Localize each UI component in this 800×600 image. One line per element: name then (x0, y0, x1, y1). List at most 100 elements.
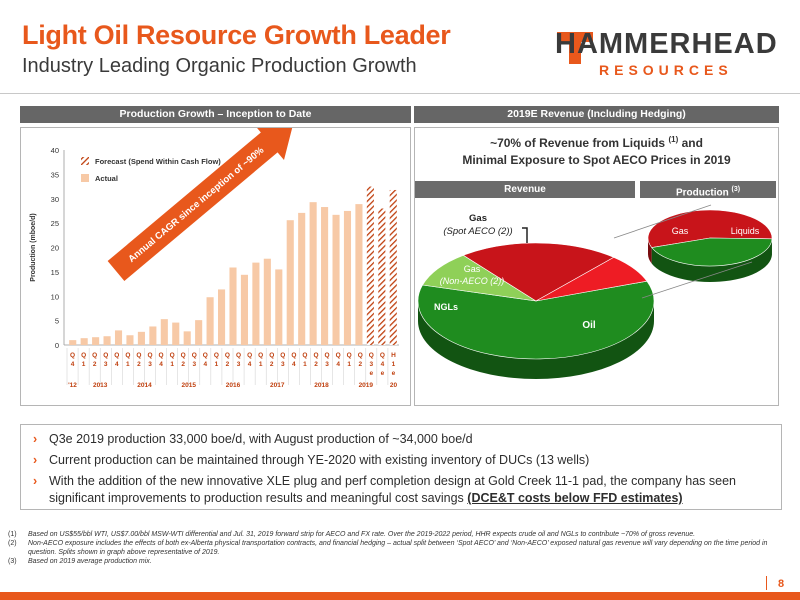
x-tick-label: Q (81, 352, 86, 359)
actual-bar (332, 214, 340, 345)
x-tick-label: 1 (126, 361, 130, 368)
y-tick-label: 40 (51, 146, 59, 155)
connector-line (641, 261, 753, 299)
x-tick-label: 4 (159, 361, 163, 368)
actual-bar (286, 220, 294, 345)
footnote: (1) Based on US$55/bbl WTI, US$7.00/bbl M… (8, 530, 773, 539)
year-label: 2017 (270, 382, 285, 389)
revenue-pie-charts: Oil NGLs Gas (Non-AECO (2)) Gas (Spot AECO (2… (417, 204, 773, 379)
hammer-icon (557, 32, 593, 64)
x-tick-label: e (370, 370, 374, 377)
actual-bar (80, 338, 88, 345)
x-tick-label: 2 (270, 361, 274, 368)
page-number-divider (766, 576, 767, 590)
year-label: 2016 (226, 382, 241, 389)
production-chart-box: 0 5 10 15 20 25 30 35 40 Production (mboe/d) Q 4 Q 1 Q… (20, 121, 411, 406)
actual-bar (126, 335, 134, 345)
x-tick-label: Q (136, 352, 141, 359)
x-tick-label: 2 (314, 361, 318, 368)
chevron-right-icon: › (33, 432, 38, 446)
actual-bar (321, 207, 329, 345)
x-tick-label: Q (214, 352, 219, 359)
x-tick-label: 3 (104, 361, 108, 368)
page-subtitle: Industry Leading Organic Production Grow… (22, 55, 417, 77)
x-tick-label: 1 (303, 361, 307, 368)
x-tick-label: Q (269, 352, 274, 359)
x-tick-label: Q (203, 352, 208, 359)
footnote-text: Based on US$55/bbl WTI, US$7.00/bbl MSW-… (28, 531, 696, 538)
x-tick-label: Q (192, 352, 197, 359)
x-tick-label: 2 (358, 361, 362, 368)
footnote-text: Based on 2019 average production mix. (28, 558, 152, 565)
cagr-arrow: Annual CAGR since inception of ~90% (107, 121, 294, 281)
x-tick-label: Q (380, 352, 385, 359)
left-panel-header: Production Growth – Inception to Date (20, 106, 411, 123)
bullet-text: Q3e 2019 production 33,000 boe/d, with A… (49, 432, 473, 446)
x-tick-label: 4 (292, 361, 296, 368)
footnote: (3) Based on 2019 average production mix. (8, 557, 773, 566)
x-tick-label: 2 (93, 361, 97, 368)
dcet-link[interactable]: (DCE&T costs below FFD estimates) (467, 491, 683, 505)
x-tick-label: Q (70, 352, 75, 359)
actual-bar (160, 319, 168, 345)
revenue-box-title: ~70% of Revenue from Liquids (1) and Min… (414, 131, 779, 169)
x-tick-label: 1 (347, 361, 351, 368)
actual-bar (69, 340, 77, 345)
x-tick-label: 3 (325, 361, 329, 368)
revenue-pie-slice (535, 257, 648, 302)
actual-bar (309, 202, 317, 345)
production-pie-side (651, 238, 772, 282)
x-tick-label: 1 (170, 361, 174, 368)
actual-bar (252, 262, 260, 345)
revenue-pie-slice (462, 242, 615, 302)
x-tick-label: 2 (226, 361, 230, 368)
production-gas-label: Gas (672, 226, 689, 236)
box-title-sup: (1) (668, 135, 679, 144)
logo-subtext: RESOURCES (599, 62, 733, 78)
year-label: 2013 (93, 382, 108, 389)
logo-wordmark: HAMMERHEAD (555, 28, 778, 60)
x-tick-label: 4 (381, 361, 385, 368)
production-pill: Production (3) (640, 181, 776, 198)
x-tick-label: Q (313, 352, 318, 359)
x-tick-label: 3 (281, 361, 285, 368)
year-label: 2015 (181, 382, 196, 389)
y-tick-label: 5 (55, 317, 59, 326)
actual-bar (114, 330, 123, 345)
footer-bar (0, 592, 800, 600)
right-panel-header: 2019E Revenue (Including Hedging) (414, 106, 779, 123)
x-tick-label: Q (125, 352, 130, 359)
box-title-text: ~70% of Revenue from Liquids (490, 136, 666, 150)
footnotes: (1) Based on US$55/bbl WTI, US$7.00/bbl M… (8, 530, 773, 566)
x-tick-label: 1 (82, 361, 86, 368)
company-logo: HAMMERHEAD RESOURCES (555, 28, 777, 83)
key-points: › Q3e 2019 production 33,000 boe/d, with … (20, 424, 782, 510)
actual-bar (149, 326, 157, 345)
page-number: 8 (778, 578, 785, 590)
x-tick-label: 4 (204, 361, 208, 368)
x-tick-label: Q (325, 352, 330, 359)
x-tick-label: 1 (392, 361, 396, 368)
x-tick-label: Q (181, 352, 186, 359)
y-axis-label: Production (mboe/d) (30, 213, 37, 281)
x-tick-label: e (392, 370, 396, 377)
x-tick-label: Q (280, 352, 285, 359)
forecast-bar (378, 208, 386, 345)
forecast-bar (389, 189, 397, 345)
x-tick-label: Q (92, 352, 97, 359)
footnote-number: (2) (8, 540, 17, 547)
gas-spot-sub: (Spot AECO (2)) (443, 226, 512, 237)
chevron-right-icon: › (33, 474, 38, 488)
oil-label: Oil (582, 320, 596, 331)
x-tick-label: 4 (336, 361, 340, 368)
x-tick-label: Q (347, 352, 352, 359)
bullet-text: Current production can be maintained thr… (49, 453, 590, 467)
page-title: Light Oil Resource Growth Leader (22, 20, 451, 50)
revenue-pie-slice (417, 280, 655, 360)
x-tick-label: Q (302, 352, 307, 359)
actual-bar (229, 267, 237, 345)
production-pill-text: Production (675, 187, 729, 199)
box-title-end: and (681, 136, 703, 150)
x-tick-label: Q (159, 352, 164, 359)
